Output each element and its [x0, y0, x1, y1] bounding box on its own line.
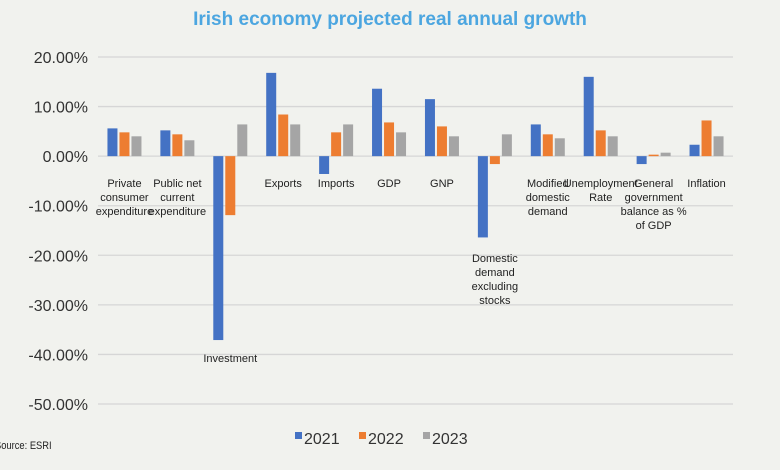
bar-2023 — [448, 136, 459, 157]
category-label-line: Investment — [203, 353, 257, 365]
bar-2021 — [319, 156, 330, 174]
bar-2023 — [237, 124, 248, 157]
category-label: Imports — [318, 178, 355, 190]
bar-2021 — [372, 88, 383, 157]
bar-2023 — [501, 134, 512, 157]
bar-2022 — [384, 122, 395, 157]
legend-swatch-2022 — [359, 432, 366, 439]
category-label: GDP — [377, 178, 401, 190]
source-note: Source: ESRI — [0, 440, 52, 452]
category-label-line: demand — [528, 206, 568, 218]
bar-2023 — [343, 124, 354, 157]
category-label: Exports — [265, 178, 303, 190]
y-tick-label: -20.00% — [28, 248, 88, 265]
category-label-line: Inflation — [687, 178, 726, 190]
category-label: GNP — [430, 178, 454, 190]
bar-2021 — [213, 156, 224, 341]
bar-2022 — [436, 126, 447, 157]
legend-label: 2023 — [432, 431, 468, 448]
bar-2021 — [424, 99, 435, 157]
bar-2021 — [636, 156, 647, 165]
bar-2023 — [290, 124, 301, 157]
category-label: Inflation — [687, 178, 726, 190]
category-label-line: GNP — [430, 178, 454, 190]
chart-title: Irish economy projected real annual grow… — [193, 9, 587, 30]
category-label-line: expenditure — [96, 206, 154, 218]
bar-2023 — [184, 140, 195, 157]
category-label: Modified domestic demand — [526, 178, 571, 218]
category-label: Unemployment Rate — [564, 178, 638, 204]
category-label: Investment — [203, 353, 257, 365]
bar-2023 — [396, 132, 407, 157]
bar-2021 — [530, 124, 541, 157]
y-tick-label: 20.00% — [34, 50, 88, 67]
bar-2023 — [607, 136, 618, 157]
y-tick-label: -50.00% — [28, 397, 88, 414]
bar-2022 — [225, 156, 236, 216]
category-label-line: Public net — [153, 178, 201, 190]
bar-2021 — [107, 128, 118, 157]
category-label-line: Private — [107, 178, 141, 190]
category-label-line: domestic — [526, 192, 571, 204]
category-label-line: government — [625, 192, 683, 204]
legend-label: 2021 — [304, 431, 340, 448]
category-label: Public net current expenditure — [149, 178, 207, 218]
bar-2021 — [689, 144, 700, 157]
legend-swatch-2021 — [295, 432, 302, 439]
bar-2022 — [331, 132, 342, 157]
category-label-line: current — [160, 192, 194, 204]
category-label-line: GDP — [377, 178, 401, 190]
bar-2021 — [160, 130, 171, 157]
y-tick-label: -40.00% — [28, 347, 88, 364]
bar-2021 — [477, 156, 488, 238]
category-label-line: consumer — [100, 192, 149, 204]
category-label: Domestic demand excluding stocks — [472, 253, 519, 307]
category-label-line: stocks — [479, 295, 511, 307]
y-tick-label: 10.00% — [34, 100, 88, 117]
y-tick-label: 0.00% — [43, 149, 88, 166]
category-label-line: Rate — [589, 192, 612, 204]
bar-2023 — [713, 136, 724, 157]
category-label-line: of GDP — [636, 220, 672, 232]
bar-2023 — [660, 152, 671, 157]
legend-swatch-2023 — [423, 432, 430, 439]
category-label-line: excluding — [472, 281, 518, 293]
category-label-line: General — [634, 178, 673, 190]
y-tick-label: -30.00% — [28, 298, 88, 315]
category-label: General government balance as % of GDP — [621, 178, 687, 232]
bar-2023 — [131, 136, 142, 157]
bar-2022 — [701, 120, 712, 157]
y-tick-label: -10.00% — [28, 199, 88, 216]
category-label: Private consumer expenditure — [96, 178, 154, 218]
category-label-line: balance as % — [621, 206, 687, 218]
bar-2022 — [278, 114, 289, 157]
category-label-line: expenditure — [149, 206, 207, 218]
legend-label: 2022 — [368, 431, 404, 448]
bar-2022 — [172, 134, 183, 157]
category-label-line: demand — [475, 267, 515, 279]
category-label-line: Exports — [265, 178, 303, 190]
bar-2022 — [489, 156, 500, 165]
bar-2021 — [583, 76, 594, 157]
bar-2023 — [554, 138, 565, 157]
bar-2022 — [595, 130, 606, 157]
category-label-line: Unemployment — [564, 178, 638, 190]
category-label-line: Domestic — [472, 253, 518, 265]
bar-2022 — [542, 134, 553, 157]
category-label-line: Imports — [318, 178, 355, 190]
category-label-line: Modified — [527, 178, 569, 190]
bar-2022 — [119, 132, 130, 157]
bar-2021 — [266, 72, 277, 157]
bar-2022 — [648, 154, 659, 157]
